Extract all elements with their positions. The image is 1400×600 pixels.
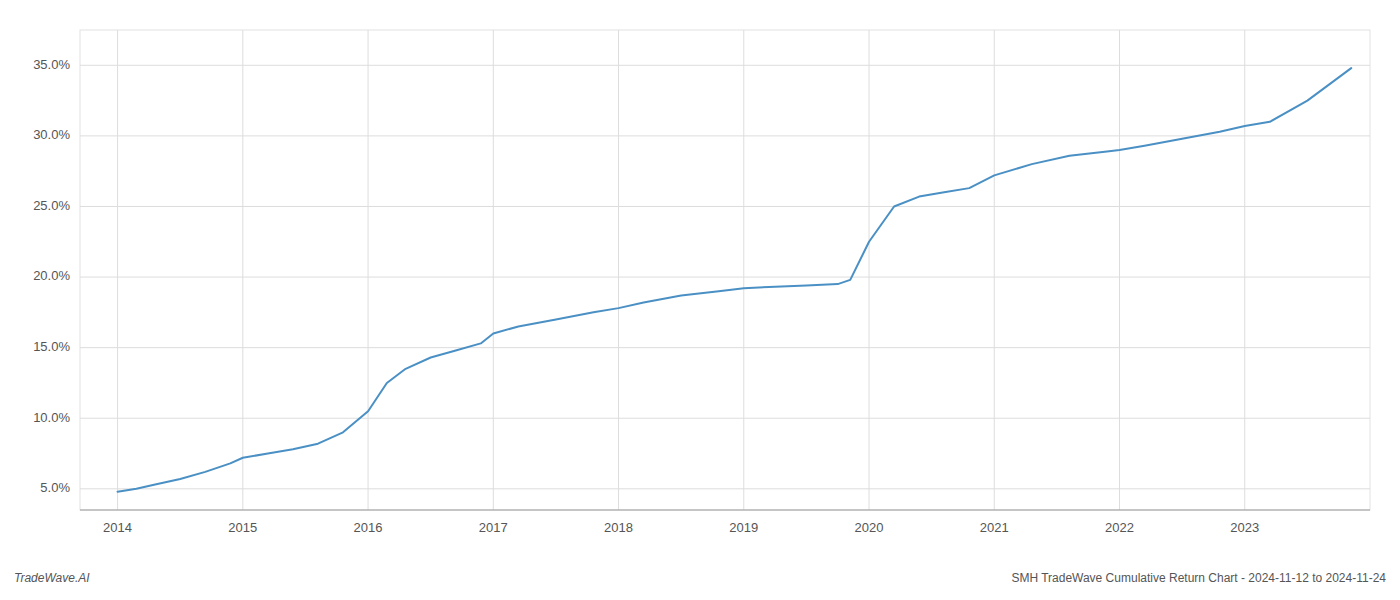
x-tick-label: 2020 [855, 520, 884, 535]
x-grid-line [1119, 30, 1120, 510]
y-grid-line [80, 206, 1370, 207]
grid [80, 30, 1370, 510]
x-grid-line [242, 30, 243, 510]
x-grid-line [493, 30, 494, 510]
y-tick-label: 10.0% [33, 410, 70, 425]
y-tick-label: 20.0% [33, 268, 70, 283]
x-grid-line [618, 30, 619, 510]
x-grid-line [869, 30, 870, 510]
x-grid-line [117, 30, 118, 510]
background [0, 0, 1400, 600]
x-axis-line [80, 510, 1370, 511]
x-tick-label: 2016 [354, 520, 383, 535]
plot-frame [80, 30, 1370, 510]
x-tick-label: 2017 [479, 520, 508, 535]
x-grid-line [743, 30, 744, 510]
y-grid-line [80, 347, 1370, 348]
x-tick-label: 2015 [228, 520, 257, 535]
y-grid-line [80, 488, 1370, 489]
y-tick-label: 30.0% [33, 127, 70, 142]
y-grid-line [80, 418, 1370, 419]
y-tick-label: 5.0% [40, 480, 70, 495]
footer-annotation: TradeWave.AI [14, 571, 90, 585]
y-tick-label: 35.0% [33, 57, 70, 72]
x-tick-label: 2019 [729, 520, 758, 535]
y-grid-line [80, 135, 1370, 136]
axes: 5.0% 10.0% 15.0% 20.0% 25.0% 30.0% 35.0% 2014 20… [33, 57, 1370, 535]
x-tick-label: 2018 [604, 520, 633, 535]
y-grid-line [80, 65, 1370, 66]
x-grid-line [368, 30, 369, 510]
y-grid-line [80, 277, 1370, 278]
x-grid-line [1244, 30, 1245, 510]
x-tick-label: 2014 [103, 520, 132, 535]
y-tick-label: 15.0% [33, 339, 70, 354]
x-tick-label: 2023 [1230, 520, 1259, 535]
x-grid-line [994, 30, 995, 510]
x-tick-label: 2021 [980, 520, 1009, 535]
data-layer [118, 68, 1352, 492]
data-line [118, 68, 1352, 492]
y-tick-label: 25.0% [33, 198, 70, 213]
chart: 5.0% 10.0% 15.0% 20.0% 25.0% 30.0% 35.0% 2014 20… [0, 0, 1400, 600]
x-tick-label: 2022 [1105, 520, 1134, 535]
chart-title: SMH TradeWave Cumulative Return Chart - … [1011, 571, 1386, 585]
